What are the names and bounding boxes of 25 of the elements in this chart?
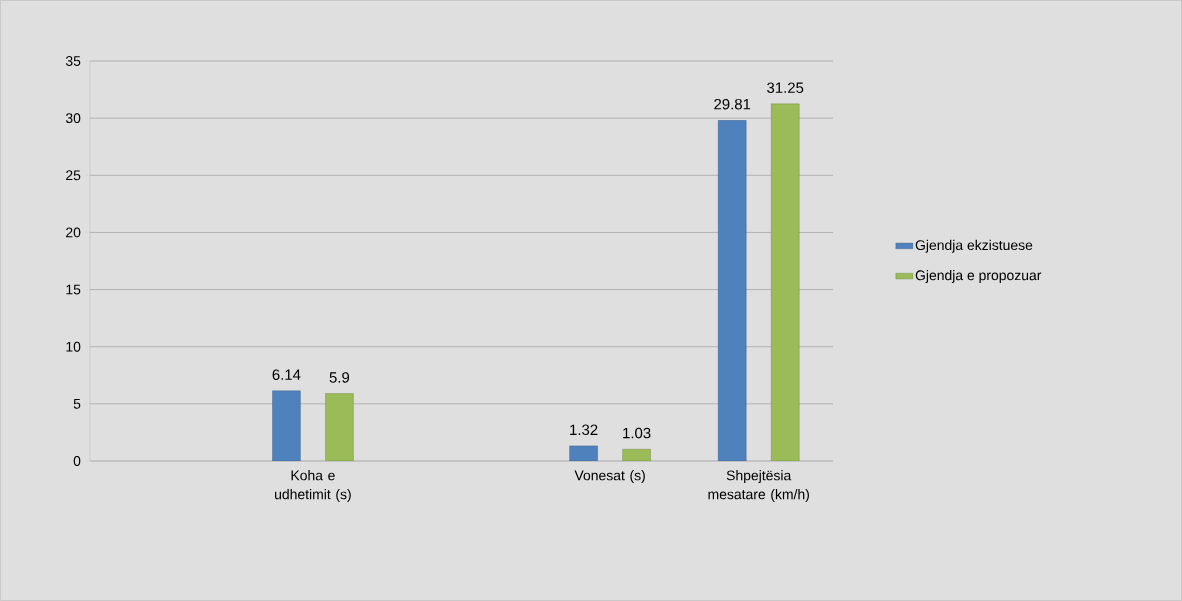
- y-tick-label: 30: [65, 113, 81, 124]
- data-label: 6.14: [272, 369, 301, 380]
- bar: [718, 120, 747, 461]
- x-tick-label: Shpejtësia mesatare (km/h): [708, 470, 809, 503]
- data-label: 29.81: [714, 98, 751, 110]
- y-tick-label: 0: [73, 456, 81, 466]
- legend-label: Gjendja ekzistuese: [915, 239, 1033, 253]
- legend-label: Gjendja e propozuar: [915, 269, 1042, 283]
- x-tick-label: Vonesat (s): [574, 470, 645, 484]
- y-tick-label: 20: [66, 227, 81, 238]
- data-label: 1.03: [623, 427, 651, 439]
- bar: [272, 390, 301, 461]
- bar: [771, 103, 800, 461]
- y-tick-label: 5: [73, 398, 81, 409]
- bar: [325, 393, 354, 461]
- x-tick-label: Koha e udhetimit (s): [275, 470, 351, 503]
- y-tick-label: 25: [66, 170, 81, 181]
- y-tick-label: 10: [66, 341, 81, 352]
- data-label: 1.32: [570, 424, 598, 436]
- data-label: 31.25: [767, 82, 804, 93]
- bar: [569, 445, 598, 461]
- y-tick-label: 15: [66, 284, 81, 295]
- data-label: 5.9: [329, 372, 350, 383]
- y-tick-label: 35: [65, 56, 81, 66]
- bar: [622, 449, 651, 461]
